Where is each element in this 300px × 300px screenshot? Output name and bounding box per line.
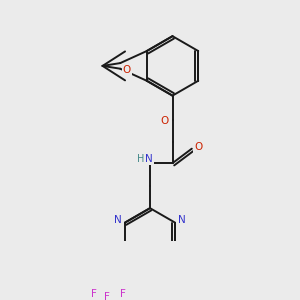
Text: F: F (92, 289, 97, 299)
Text: O: O (160, 116, 169, 126)
Text: N: N (145, 154, 153, 164)
Text: O: O (122, 65, 131, 75)
Text: N: N (178, 215, 186, 225)
Text: O: O (194, 142, 202, 152)
Text: N: N (114, 215, 122, 225)
Text: H: H (137, 154, 144, 164)
Text: F: F (120, 289, 125, 299)
Text: F: F (103, 292, 109, 300)
